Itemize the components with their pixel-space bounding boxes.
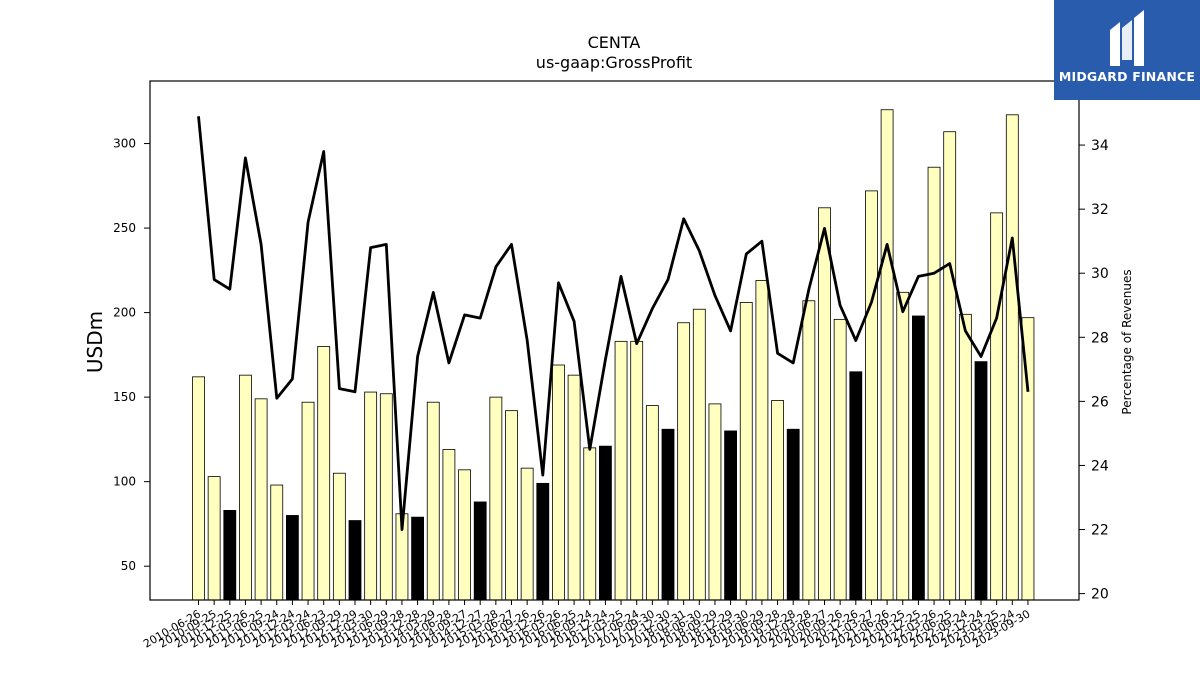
bar-2014-06-28 xyxy=(442,449,456,601)
bar-2020-06-27 xyxy=(818,207,831,601)
bar-2017-06-24 xyxy=(630,340,644,601)
bar-2011-12-24 xyxy=(285,515,299,601)
bar-2019-09-28 xyxy=(771,400,784,601)
bar-2022-09-24 xyxy=(958,313,972,601)
y-tick-label: 100 xyxy=(113,475,136,489)
bar-2017-09-30 xyxy=(645,405,659,601)
y2-axis-label: Percentage of Revenues xyxy=(1120,269,1134,414)
bar-2019-03-30 xyxy=(739,302,753,601)
bar-2018-09-29 xyxy=(708,403,722,601)
bar-2021-06-26 xyxy=(880,109,894,601)
bar-2014-12-27 xyxy=(473,501,487,601)
bar-2012-03-24 xyxy=(301,401,315,601)
bar-2019-12-28 xyxy=(786,428,800,601)
bar-2022-12-24 xyxy=(974,361,988,601)
bar-2016-12-24 xyxy=(599,445,612,601)
bar-2014-03-29 xyxy=(426,401,440,601)
bar-2013-06-29 xyxy=(379,393,393,601)
bar-2013-03-30 xyxy=(364,391,378,601)
y2-tick-label: 24 xyxy=(1091,458,1109,474)
y2-tick-label: 20 xyxy=(1091,587,1109,603)
y2-tick-label: 26 xyxy=(1091,394,1109,410)
y-tick-label: 200 xyxy=(113,306,136,320)
y-tick-label: 150 xyxy=(113,390,136,404)
bar-2012-12-29 xyxy=(348,520,362,601)
bar-2022-03-26 xyxy=(927,166,941,601)
bar-2017-03-25 xyxy=(614,340,628,601)
bar-2018-06-30 xyxy=(692,308,706,601)
bar-2016-09-24 xyxy=(583,447,597,601)
bar-2017-12-30 xyxy=(661,428,675,601)
bar-2011-06-25 xyxy=(254,398,268,601)
bar-2022-06-25 xyxy=(943,131,957,601)
midgard-logo-icon xyxy=(1110,10,1144,66)
bar-2011-03-26 xyxy=(239,374,252,601)
bar-2023-03-25 xyxy=(990,212,1004,601)
bar-2015-06-27 xyxy=(505,410,518,601)
y2-tick-label: 28 xyxy=(1091,330,1109,346)
percentage-line xyxy=(197,116,1030,531)
bar-2018-03-31 xyxy=(677,322,691,601)
right-axis-ticks: 20 22 24 26 28 30 32 34 xyxy=(1079,138,1109,603)
bar-2013-12-28 xyxy=(411,516,425,601)
bar-2011-09-24 xyxy=(270,484,284,601)
left-axis-ticks: 50 100 150 200 250 300 xyxy=(113,137,150,573)
logo-text: MIDGARD FINANCE xyxy=(1058,69,1196,84)
y-axis-label: USDm xyxy=(83,311,107,373)
y2-tick-label: 34 xyxy=(1091,138,1109,154)
bar-2012-09-29 xyxy=(332,472,346,601)
x-axis-ticks: 2010-06-262010-09-252010-12-252011-03-26… xyxy=(141,600,1032,651)
bar-2010-09-25 xyxy=(207,476,221,601)
bar-2020-03-28 xyxy=(802,300,816,601)
bar-2015-03-28 xyxy=(489,396,503,601)
y2-tick-label: 22 xyxy=(1091,523,1109,539)
y2-tick-label: 30 xyxy=(1091,266,1109,282)
bar-2020-12-26 xyxy=(849,371,863,601)
bar-series xyxy=(192,109,1035,601)
bar-2010-06-26 xyxy=(192,376,205,601)
chart-subtitle: us-gaap:GrossProfit xyxy=(536,53,692,72)
brand-logo: MIDGARD FINANCE xyxy=(1054,0,1200,100)
bar-2021-09-25 xyxy=(896,291,910,601)
y-tick-label: 250 xyxy=(113,221,136,235)
bar-2018-12-29 xyxy=(724,430,737,601)
bar-2010-12-25 xyxy=(223,510,237,601)
percentage-line-series xyxy=(197,116,1030,531)
y-tick-label: 300 xyxy=(113,137,136,151)
bar-2021-12-25 xyxy=(912,315,925,601)
bar-2023-06-24 xyxy=(1005,114,1019,601)
y2-tick-label: 32 xyxy=(1091,202,1109,218)
bar-2020-09-26 xyxy=(833,318,847,601)
bar-2014-09-27 xyxy=(458,469,471,601)
chart-title: CENTA xyxy=(588,33,641,52)
bar-2016-06-25 xyxy=(567,374,581,601)
bar-2015-09-26 xyxy=(520,467,534,601)
y-tick-label: 50 xyxy=(121,559,136,573)
bar-2019-06-29 xyxy=(755,280,769,601)
bar-2012-06-23 xyxy=(317,346,331,601)
plot-frame xyxy=(149,80,1080,601)
bar-2016-03-26 xyxy=(552,364,565,601)
bar-2021-03-27 xyxy=(865,190,878,601)
bar-2015-12-26 xyxy=(536,482,550,601)
